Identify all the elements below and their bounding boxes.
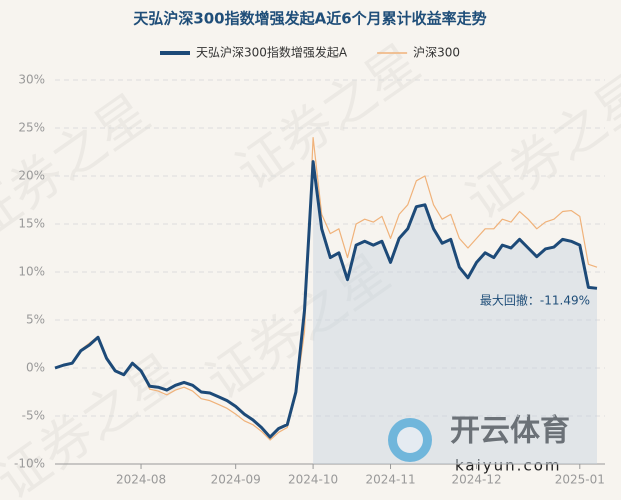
drawdown-area [313,161,597,464]
y-tick-label: 20% [18,169,45,183]
logo: 开云体育 kaiyun.com [388,414,570,475]
chart-title: 天弘沪深300指数增强发起A近6个月累计收益率走势 [133,10,486,28]
x-tick-label: 2024-08 [116,473,166,487]
y-tick-label: 25% [18,121,45,135]
x-tick-label: 2025-01 [555,473,605,487]
x-tick-label: 2024-12 [451,473,501,487]
y-tick-label: 5% [26,313,45,327]
annotation: 最大回撤：-11.49% [480,293,590,308]
x-tick-label: 2024-11 [365,473,415,487]
logo-url: kaiyun.com [455,457,561,475]
legend-label: 天弘沪深300指数增强发起A [196,45,348,60]
legend-label: 沪深300 [413,46,460,60]
y-tick-label: 30% [18,73,45,87]
y-tick-label: -5% [22,409,45,423]
y-tick-label: 0% [26,361,45,375]
x-tick-label: 2024-09 [211,473,261,487]
series-line [54,160,598,439]
y-tick-label: 10% [18,265,45,279]
y-tick-label: -10% [14,457,45,471]
x-tick-label: 2024-10 [288,473,338,487]
logo-ball [397,427,423,453]
logo-text: 开云体育 [450,414,570,449]
y-tick-label: 15% [18,217,45,231]
